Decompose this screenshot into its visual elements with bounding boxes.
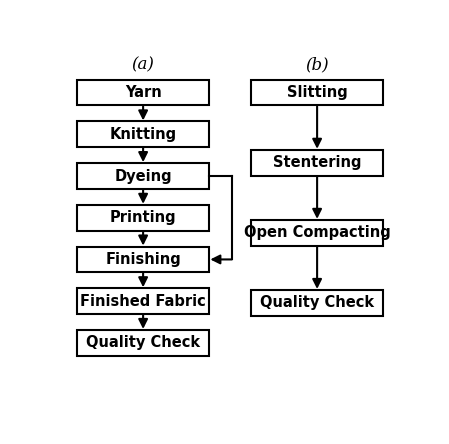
- Text: Dyeing: Dyeing: [114, 169, 172, 183]
- FancyBboxPatch shape: [77, 330, 209, 356]
- Text: Knitting: Knitting: [110, 127, 176, 142]
- FancyBboxPatch shape: [77, 80, 209, 105]
- Text: (a): (a): [132, 57, 154, 74]
- Text: (b): (b): [305, 57, 329, 74]
- FancyBboxPatch shape: [251, 80, 383, 105]
- Text: Finishing: Finishing: [105, 252, 181, 267]
- Text: Quality Check: Quality Check: [260, 295, 374, 310]
- Text: Slitting: Slitting: [287, 85, 348, 100]
- Text: Yarn: Yarn: [125, 85, 162, 100]
- FancyBboxPatch shape: [77, 288, 209, 314]
- FancyBboxPatch shape: [251, 150, 383, 175]
- Text: Quality Check: Quality Check: [86, 335, 200, 350]
- FancyBboxPatch shape: [77, 163, 209, 189]
- FancyBboxPatch shape: [251, 220, 383, 246]
- Text: Open Compacting: Open Compacting: [244, 225, 391, 240]
- FancyBboxPatch shape: [77, 246, 209, 272]
- Text: Printing: Printing: [110, 210, 176, 225]
- Text: Finished Fabric: Finished Fabric: [80, 293, 206, 309]
- FancyBboxPatch shape: [251, 290, 383, 316]
- FancyBboxPatch shape: [77, 122, 209, 147]
- Text: Stentering: Stentering: [273, 155, 361, 170]
- FancyBboxPatch shape: [77, 205, 209, 230]
